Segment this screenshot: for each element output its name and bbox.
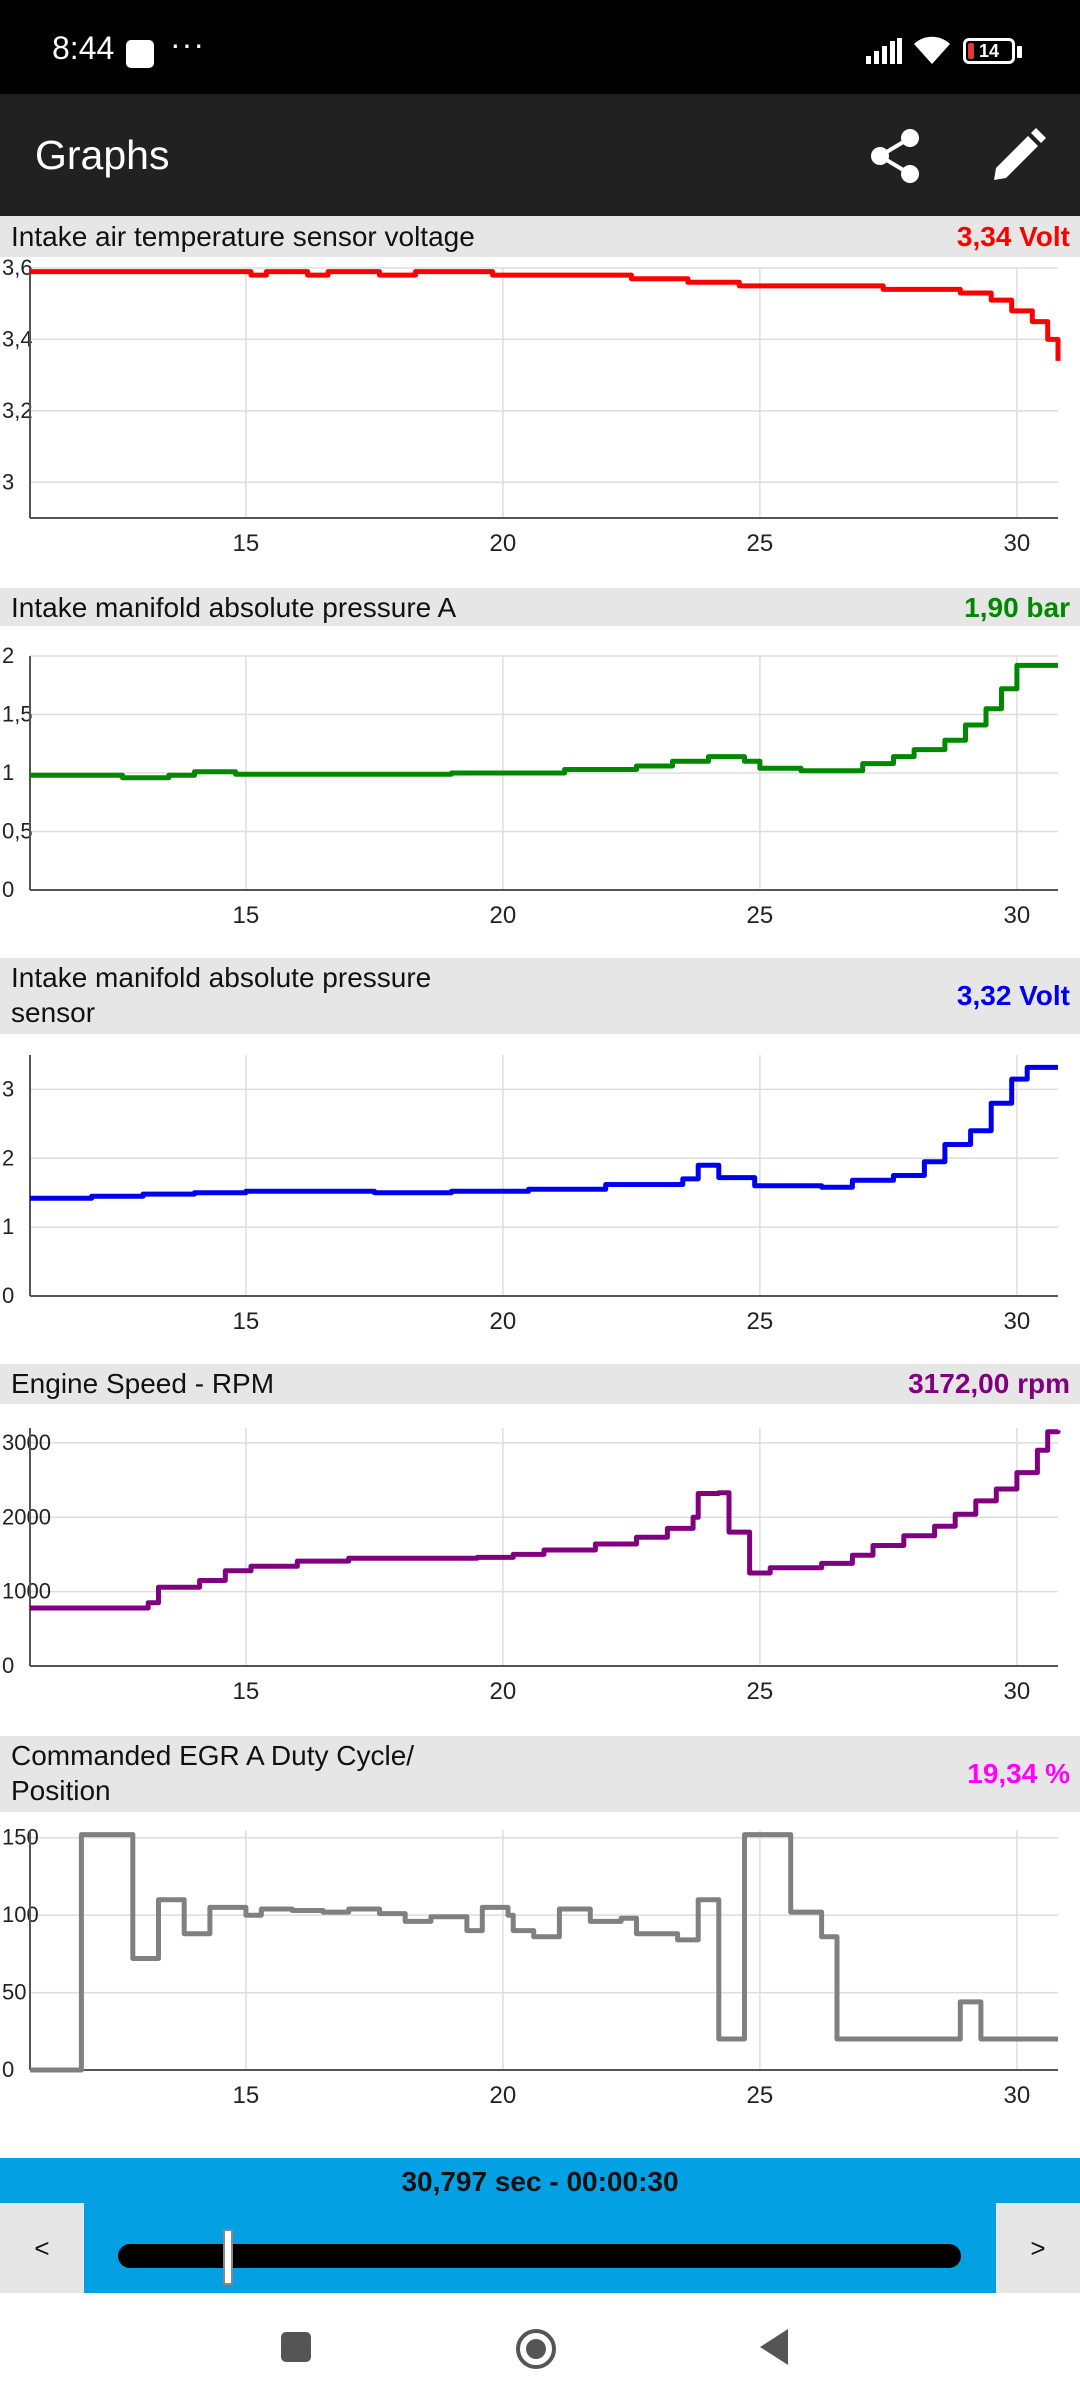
chart-intake-manifold-pressure-a: 0 0,5 1 1,5 2 15 20 25 30 xyxy=(2,643,1058,929)
y-tick-label: 100 xyxy=(2,1902,39,1927)
y-tick-label: 3 xyxy=(2,469,14,494)
y-tick-label: 1 xyxy=(2,1214,14,1239)
panel-value: 3,32 Volt xyxy=(956,980,1070,1011)
x-tick-label: 30 xyxy=(1004,530,1031,557)
panel-header: Commanded EGR A Duty Cycle/ Position 19,… xyxy=(0,1736,1080,1812)
y-tick-label: 0,5 xyxy=(2,819,33,844)
notification-app-icon xyxy=(126,40,154,68)
graph-panel-intake-manifold-pressure-sensor: Intake manifold absolute pressure sensor… xyxy=(0,958,1080,1363)
chart-intake-air-temp-voltage: 3 3,2 3,4 3,6 15 20 25 30 xyxy=(2,258,1061,557)
panel-title: Intake air temperature sensor voltage xyxy=(11,221,475,252)
status-bar: 8:44 ··· 14 xyxy=(0,0,1080,94)
x-tick-label: 20 xyxy=(490,2082,517,2109)
panel-header: Engine Speed - RPM 3172,00 rpm xyxy=(0,1364,1080,1404)
x-tick-label: 25 xyxy=(747,1678,774,1705)
panel-title: Engine Speed - RPM xyxy=(11,1368,275,1399)
x-tick-label: 30 xyxy=(1004,1678,1031,1705)
system-nav-bar xyxy=(0,2293,1080,2400)
next-button[interactable]: > xyxy=(996,2203,1080,2293)
graph-panel-intake-manifold-pressure-a: Intake manifold absolute pressure A 1,90… xyxy=(0,588,1080,958)
y-tick-label: 3,4 xyxy=(2,326,33,351)
x-tick-label: 20 xyxy=(490,902,517,929)
graph-panel-commanded-egr: Commanded EGR A Duty Cycle/ Position 19,… xyxy=(0,1736,1080,2156)
wifi-icon xyxy=(914,36,950,64)
x-tick-label: 15 xyxy=(233,1678,260,1705)
home-icon[interactable] xyxy=(514,2327,558,2371)
panel-value: 1,90 bar xyxy=(964,592,1070,623)
x-tick-label: 25 xyxy=(747,1308,774,1335)
y-tick-label: 1,5 xyxy=(2,702,33,727)
y-tick-label: 2000 xyxy=(2,1504,51,1529)
previous-button[interactable]: < xyxy=(0,2203,84,2293)
panel-header: Intake manifold absolute pressure sensor… xyxy=(0,958,1080,1034)
page-title: Graphs xyxy=(35,132,170,178)
x-tick-label: 25 xyxy=(747,902,774,929)
panel-value: 19,34 % xyxy=(967,1758,1070,1789)
series-line xyxy=(30,1832,1058,2073)
signal-icon xyxy=(866,38,902,64)
y-tick-label: 0 xyxy=(2,1653,14,1678)
x-tick-label: 25 xyxy=(747,2082,774,2109)
y-tick-label: 3000 xyxy=(2,1430,51,1455)
x-tick-label: 30 xyxy=(1004,2082,1031,2109)
graph-panel-engine-speed-rpm: Engine Speed - RPM 3172,00 rpm 0 1000 2000… xyxy=(0,1364,1080,1734)
y-tick-label: 3 xyxy=(2,1076,14,1101)
series-line xyxy=(30,1064,1058,1201)
y-tick-label: 1 xyxy=(2,760,14,785)
more-notifications-icon: ··· xyxy=(170,26,205,62)
status-time: 8:44 xyxy=(52,30,115,66)
y-tick-label: 0 xyxy=(2,877,14,902)
y-tick-label: 3,2 xyxy=(2,398,33,423)
chart-intake-manifold-pressure-sensor: 0 1 2 3 15 20 25 30 xyxy=(2,1055,1058,1335)
y-tick-label: 50 xyxy=(2,1980,26,2005)
chart-engine-speed-rpm: 0 1000 2000 3000 15 20 25 30 xyxy=(2,1428,1061,1705)
x-tick-label: 20 xyxy=(490,530,517,557)
x-tick-label: 15 xyxy=(233,902,260,929)
y-tick-label: 0 xyxy=(2,2057,14,2082)
battery-level: 14 xyxy=(979,41,1000,61)
panel-title-line2: Position xyxy=(11,1775,111,1806)
y-tick-label: 0 xyxy=(2,1283,14,1308)
panel-value: 3,34 Volt xyxy=(956,221,1070,252)
panel-title-line2: sensor xyxy=(11,997,96,1028)
battery-tip xyxy=(1017,46,1022,58)
timeline-slider[interactable] xyxy=(118,2244,961,2268)
y-tick-label: 2 xyxy=(2,1145,14,1170)
battery-icon: 14 xyxy=(963,38,1015,64)
panel-title-line1: Commanded EGR A Duty Cycle/ xyxy=(11,1740,415,1771)
y-tick-label: 3,6 xyxy=(2,258,33,280)
series-line xyxy=(30,1429,1061,1611)
panel-title: Intake manifold absolute pressure A xyxy=(11,592,457,623)
panel-header: Intake manifold absolute pressure A 1,90… xyxy=(0,588,1080,626)
x-tick-label: 15 xyxy=(233,530,260,557)
share-icon[interactable] xyxy=(866,126,926,186)
recent-apps-icon[interactable] xyxy=(281,2332,311,2362)
x-tick-label: 15 xyxy=(233,1308,260,1335)
series-line xyxy=(30,662,1058,781)
app-bar: Graphs xyxy=(0,94,1080,216)
x-tick-label: 20 xyxy=(490,1308,517,1335)
chart-commanded-egr: 0 50 100 150 15 20 25 30 xyxy=(2,1825,1058,2109)
x-tick-label: 20 xyxy=(490,1678,517,1705)
y-tick-label: 2 xyxy=(2,643,14,668)
graph-panel-intake-air-temp-voltage: Intake air temperature sensor voltage 3,… xyxy=(0,216,1080,586)
x-tick-label: 15 xyxy=(233,2082,260,2109)
x-tick-label: 25 xyxy=(747,530,774,557)
panel-header: Intake air temperature sensor voltage 3,… xyxy=(0,216,1080,257)
panel-title-line1: Intake manifold absolute pressure xyxy=(11,962,432,993)
timeline-timestamp: 30,797 sec - 00:00:30 xyxy=(401,2166,679,2197)
timeline-slider-thumb[interactable] xyxy=(222,2229,233,2285)
timeline-bar: 30,797 sec - 00:00:30 < > xyxy=(0,2158,1080,2293)
series-line xyxy=(30,269,1061,361)
panel-value: 3172,00 rpm xyxy=(908,1368,1070,1399)
edit-icon[interactable] xyxy=(988,126,1048,186)
y-tick-label: 1000 xyxy=(2,1579,51,1604)
back-icon[interactable] xyxy=(756,2327,792,2367)
x-tick-label: 30 xyxy=(1004,1308,1031,1335)
x-tick-label: 30 xyxy=(1004,902,1031,929)
y-tick-label: 150 xyxy=(2,1825,39,1850)
